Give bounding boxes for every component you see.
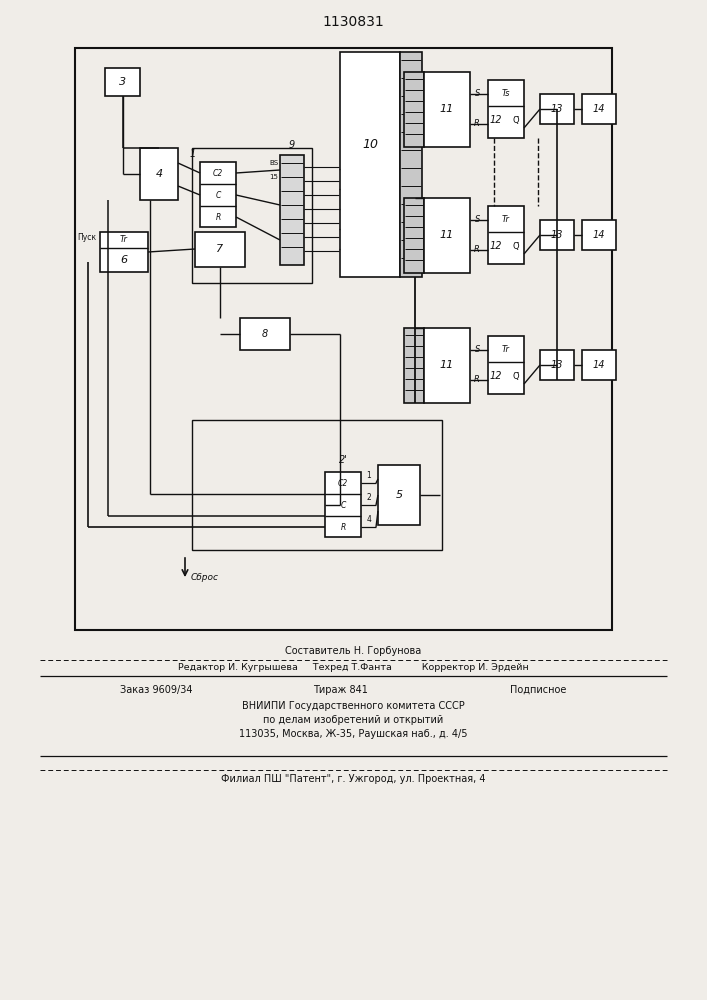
Bar	[240, 318, 290, 350]
Text: S: S	[474, 216, 480, 225]
Bar	[488, 206, 524, 264]
Bar	[582, 94, 616, 124]
Text: 13: 13	[551, 230, 563, 240]
Text: R: R	[340, 522, 346, 532]
Text: ВНИИПИ Государственного комитета СССР: ВНИИПИ Государственного комитета СССР	[242, 701, 464, 711]
Bar	[540, 220, 574, 250]
Text: С2: С2	[213, 168, 223, 178]
Text: 12: 12	[490, 115, 502, 125]
Bar	[140, 148, 178, 200]
Text: 12: 12	[490, 371, 502, 381]
Text: R: R	[474, 375, 480, 384]
Bar	[200, 162, 236, 227]
Text: Тираж 841: Тираж 841	[312, 685, 368, 695]
Bar	[424, 328, 470, 403]
Text: Заказ 9609/34: Заказ 9609/34	[120, 685, 192, 695]
Text: Подписное: Подписное	[510, 685, 566, 695]
Bar	[488, 336, 524, 394]
Bar	[378, 465, 420, 525]
Text: 13: 13	[551, 360, 563, 370]
Bar	[195, 232, 245, 267]
Bar	[540, 94, 574, 124]
Text: С: С	[216, 190, 221, 200]
Bar	[75, 48, 612, 630]
Text: Ts: Ts	[502, 89, 510, 98]
Text: R: R	[474, 245, 480, 254]
Text: 2: 2	[367, 493, 371, 502]
Text: 14: 14	[592, 230, 605, 240]
Text: Редактор И. Кугрышева     Техред Т.Фанта          Корректор И. Эрдейн: Редактор И. Кугрышева Техред Т.Фанта Кор…	[177, 664, 528, 672]
Bar	[280, 155, 304, 265]
Text: 11: 11	[440, 231, 454, 240]
Text: 4: 4	[156, 169, 163, 179]
Text: R: R	[474, 119, 480, 128]
Bar	[404, 328, 424, 403]
Text: 1: 1	[367, 472, 371, 481]
Text: Tr: Tr	[120, 235, 128, 244]
Bar	[105, 68, 140, 96]
Text: 11: 11	[440, 360, 454, 370]
Text: 10: 10	[362, 138, 378, 151]
Bar	[340, 52, 400, 277]
Text: 1130831: 1130831	[322, 15, 384, 29]
Text: ВS: ВS	[269, 160, 278, 166]
Text: С2: С2	[338, 479, 348, 488]
Bar	[582, 220, 616, 250]
Text: 5: 5	[395, 490, 402, 500]
Bar	[404, 198, 424, 273]
Text: 7: 7	[216, 244, 223, 254]
Bar	[404, 72, 424, 147]
Bar	[424, 72, 470, 147]
Text: R: R	[216, 213, 221, 222]
Bar	[325, 472, 361, 537]
Bar	[192, 148, 312, 283]
Text: С: С	[340, 500, 346, 510]
Bar	[400, 52, 422, 277]
Text: S: S	[474, 346, 480, 355]
Text: Пуск: Пуск	[77, 233, 96, 242]
Bar	[424, 198, 470, 273]
Text: Составитель Н. Горбунова: Составитель Н. Горбунова	[285, 646, 421, 656]
Text: 6: 6	[120, 255, 127, 265]
Text: 14: 14	[592, 104, 605, 114]
Text: 15: 15	[269, 174, 278, 180]
Text: 9: 9	[289, 140, 295, 150]
Bar	[488, 80, 524, 138]
Bar	[582, 350, 616, 380]
Text: 3: 3	[119, 77, 126, 87]
Text: Tr: Tr	[502, 344, 510, 354]
Text: по делам изобретений и открытий: по делам изобретений и открытий	[263, 715, 443, 725]
Text: 2': 2'	[339, 455, 347, 465]
Bar	[540, 350, 574, 380]
Text: Q̅: Q̅	[513, 115, 520, 124]
Text: 12: 12	[490, 241, 502, 251]
Bar	[100, 232, 148, 272]
Text: Q̅: Q̅	[513, 241, 520, 250]
Text: 13: 13	[551, 104, 563, 114]
Bar	[192, 420, 442, 550]
Text: Tr: Tr	[502, 215, 510, 224]
Text: 8: 8	[262, 329, 268, 339]
Text: 4: 4	[366, 516, 371, 524]
Text: Q̅: Q̅	[513, 371, 520, 380]
Text: 1: 1	[189, 149, 196, 159]
Text: 14: 14	[592, 360, 605, 370]
Text: Сброс: Сброс	[191, 572, 219, 582]
Text: 113035, Москва, Ж-35, Раушская наб., д. 4/5: 113035, Москва, Ж-35, Раушская наб., д. …	[239, 729, 467, 739]
Text: 11: 11	[440, 104, 454, 114]
Text: Филиал ПШ "Патент", г. Ужгород, ул. Проектная, 4: Филиал ПШ "Патент", г. Ужгород, ул. Прое…	[221, 774, 485, 784]
Text: S: S	[474, 90, 480, 99]
